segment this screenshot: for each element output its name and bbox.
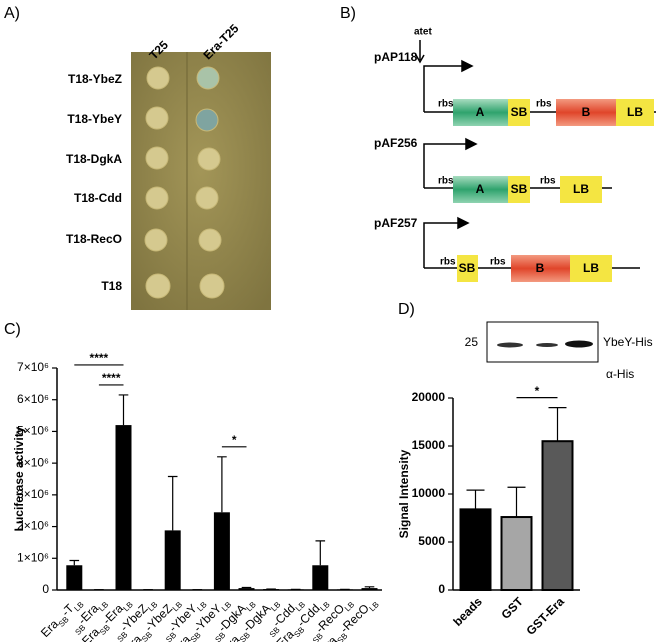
y-tick-label: 10000 <box>412 486 446 500</box>
element-label: SB <box>459 261 476 275</box>
rbs-label: rbs <box>490 257 506 268</box>
row-label: T18-Cdd <box>74 191 122 205</box>
error-bar <box>167 475 178 531</box>
element-label: A <box>476 105 485 119</box>
significance-label: * <box>232 433 237 447</box>
panel-label: C) <box>4 321 21 338</box>
y-tick-label: 15000 <box>412 438 446 452</box>
row-label: T18 <box>101 279 122 293</box>
row-label: T18-YbeZ <box>68 72 122 86</box>
subscript: SB <box>335 631 349 642</box>
y-tick-label: 0 <box>42 582 49 596</box>
label-part: Era <box>121 632 144 642</box>
panel-label: D) <box>398 301 415 318</box>
element-label: LB <box>573 182 589 196</box>
bar <box>164 530 181 590</box>
rbs-label: rbs <box>440 257 456 268</box>
label-part: Era <box>317 633 340 642</box>
element-label: SB <box>511 182 528 196</box>
error-bar <box>315 540 326 566</box>
bar <box>361 588 378 590</box>
rbs-label: rbs <box>536 99 552 110</box>
y-tick-label: 2×10⁶ <box>17 519 49 533</box>
row-label: T18-RecO <box>66 232 122 246</box>
bar <box>238 588 255 590</box>
significance-label: * <box>535 384 540 398</box>
y-tick-label: 0 <box>438 582 445 596</box>
error-bar <box>466 489 485 510</box>
element-label: SB <box>511 105 528 119</box>
subscript: SB <box>140 630 154 642</box>
blot-antibody: α-His <box>606 367 634 381</box>
y-axis-label: Luciferase activity <box>12 426 26 531</box>
subscript: SB <box>115 630 129 642</box>
y-tick-label: 6×10⁶ <box>17 392 49 406</box>
y-tick-label: 7×10⁶ <box>17 360 49 374</box>
y-tick-label: 5×10⁶ <box>17 424 49 438</box>
rbs-label: rbs <box>438 99 454 110</box>
error-bar <box>241 586 252 589</box>
error-bar <box>364 586 375 589</box>
construct-lines <box>415 40 656 269</box>
element-label: LB <box>583 261 599 275</box>
error-bar <box>69 559 80 566</box>
subscript: SB <box>164 630 178 642</box>
x-tick-label: beads <box>450 594 485 629</box>
y-tick-label: 3×10⁶ <box>17 487 49 501</box>
promoter-label: atet <box>414 27 432 38</box>
bar <box>500 516 533 591</box>
rbs-label: rbs <box>540 176 556 187</box>
construct-name: pAF256 <box>374 136 418 150</box>
error-bar <box>507 486 526 518</box>
bar <box>459 508 492 591</box>
panel-label: B) <box>340 5 356 22</box>
plate-photo <box>131 52 271 310</box>
bar <box>213 512 230 590</box>
x-tick-label: GST-Era <box>523 594 567 638</box>
x-tick-label: GST <box>499 594 527 622</box>
error-bar <box>118 394 129 426</box>
label-part: Era <box>170 632 193 642</box>
blot-bands <box>497 340 593 348</box>
colonies <box>144 66 225 299</box>
subscript: SB <box>189 630 203 642</box>
y-tick-label: 4×10⁶ <box>17 455 49 469</box>
bar <box>115 425 132 590</box>
row-label: T18-DgkA <box>66 152 122 166</box>
bar <box>66 565 83 590</box>
bar <box>541 440 574 592</box>
construct-name: pAP118 <box>374 50 418 64</box>
error-bar <box>217 456 227 513</box>
significance-label: **** <box>90 351 109 365</box>
rbs-label: rbs <box>438 176 454 187</box>
blot-marker: 25 <box>465 335 479 349</box>
construct-boxes <box>453 99 654 282</box>
label-part: Era <box>219 632 242 642</box>
element-label: A <box>476 182 485 196</box>
subscript: SB <box>311 631 325 642</box>
subscript: SB <box>238 630 252 642</box>
bar <box>312 565 329 590</box>
y-axis-label: Signal Intensity <box>397 449 411 538</box>
element-label: B <box>536 261 545 275</box>
element-label: LB <box>627 105 643 119</box>
y-tick-label: 20000 <box>412 390 446 404</box>
y-tick-label: 1×10⁶ <box>17 550 49 564</box>
construct-name: pAF257 <box>374 216 418 230</box>
significance-label: **** <box>102 371 121 385</box>
subscript: SB <box>213 630 227 642</box>
blot-band-label: YbeY-His <box>603 335 653 349</box>
element-label: B <box>582 105 591 119</box>
panel-label: A) <box>4 5 20 22</box>
y-tick-label: 5000 <box>418 534 445 548</box>
error-bar <box>548 407 567 442</box>
row-label: T18-YbeY <box>67 112 122 126</box>
